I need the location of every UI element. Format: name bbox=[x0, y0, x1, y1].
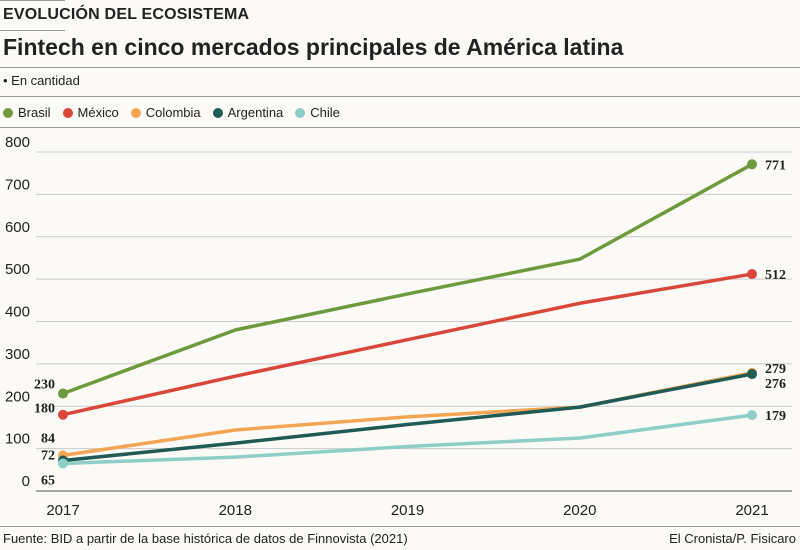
y-tick-label: 300 bbox=[5, 346, 30, 363]
y-tick-label: 700 bbox=[5, 176, 30, 193]
data-label: 279 bbox=[765, 362, 786, 377]
data-label: 84 bbox=[41, 431, 55, 446]
data-label: 180 bbox=[34, 402, 55, 417]
data-point bbox=[747, 369, 757, 380]
x-tick-label: 2018 bbox=[219, 502, 252, 519]
top-rule bbox=[0, 0, 65, 1]
legend-dot-icon bbox=[212, 107, 223, 118]
data-point bbox=[747, 269, 757, 280]
kicker-rule bbox=[0, 30, 65, 31]
y-tick-label: 100 bbox=[5, 431, 30, 448]
data-point bbox=[747, 159, 757, 170]
legend-item-brasil: Brasil bbox=[3, 105, 51, 120]
title-rule bbox=[0, 67, 800, 68]
series-line-argentina bbox=[62, 372, 753, 463]
chart-kicker: EVOLUCIÓN DEL ECOSISTEMA bbox=[3, 6, 250, 23]
line-chart: 0 100 200 300 400 500 600 700 800 2017 2018 2019 202… bbox=[5, 134, 792, 519]
series-line-chile bbox=[62, 413, 753, 466]
legend-item-chile: Chile bbox=[295, 105, 340, 120]
data-point bbox=[58, 458, 68, 469]
y-tick-label: 600 bbox=[5, 219, 30, 236]
legend-label: Argentina bbox=[227, 105, 284, 120]
y-tick-label: 800 bbox=[5, 134, 30, 151]
legend-dot-icon bbox=[3, 107, 13, 118]
series-line-brasil bbox=[62, 162, 753, 396]
chart-title: Fintech en cinco mercados principales de… bbox=[3, 34, 624, 60]
legend-dot-icon bbox=[62, 107, 73, 118]
credit: El Cronista/P. Fisicaro bbox=[669, 531, 796, 546]
legend-dot-icon bbox=[295, 107, 306, 118]
data-point bbox=[58, 409, 68, 420]
legend-label: Brasil bbox=[18, 105, 51, 120]
series-line-colombia bbox=[62, 371, 753, 458]
data-label: 65 bbox=[41, 473, 55, 488]
legend-item-méxico: México bbox=[62, 105, 119, 120]
x-tick-label: 2021 bbox=[735, 502, 768, 519]
data-label: 771 bbox=[765, 158, 786, 173]
source-note: Fuente: BID a partir de la base históric… bbox=[3, 531, 408, 546]
legend-rule bbox=[0, 127, 800, 128]
x-tick-label: 2019 bbox=[391, 502, 424, 519]
series-line-méxico bbox=[62, 272, 753, 417]
y-tick-label: 500 bbox=[5, 261, 30, 278]
legend-label: Colombia bbox=[145, 105, 201, 120]
unit-note: • En cantidad bbox=[3, 73, 80, 88]
legend-label: Chile bbox=[310, 105, 340, 120]
legend-dot-icon bbox=[130, 107, 141, 118]
y-tick-label: 200 bbox=[5, 388, 30, 405]
data-label: 179 bbox=[765, 409, 786, 424]
data-label: 512 bbox=[765, 268, 786, 283]
legend-item-argentina: Argentina bbox=[212, 105, 284, 120]
data-label: 230 bbox=[34, 378, 55, 393]
data-label: 276 bbox=[765, 377, 786, 392]
legend-item-colombia: Colombia bbox=[130, 105, 201, 120]
y-tick-label: 0 bbox=[22, 473, 30, 490]
data-point bbox=[747, 410, 757, 421]
unit-rule bbox=[0, 96, 800, 97]
legend-label: México bbox=[77, 105, 119, 120]
legend: Brasil México Colombia Argentina Chile bbox=[3, 105, 340, 120]
x-tick-label: 2017 bbox=[46, 502, 79, 519]
y-tick-label: 400 bbox=[5, 304, 30, 321]
data-point bbox=[58, 388, 68, 399]
data-label: 72 bbox=[41, 448, 55, 463]
footer-rule bbox=[0, 526, 800, 527]
x-tick-label: 2020 bbox=[563, 502, 596, 519]
